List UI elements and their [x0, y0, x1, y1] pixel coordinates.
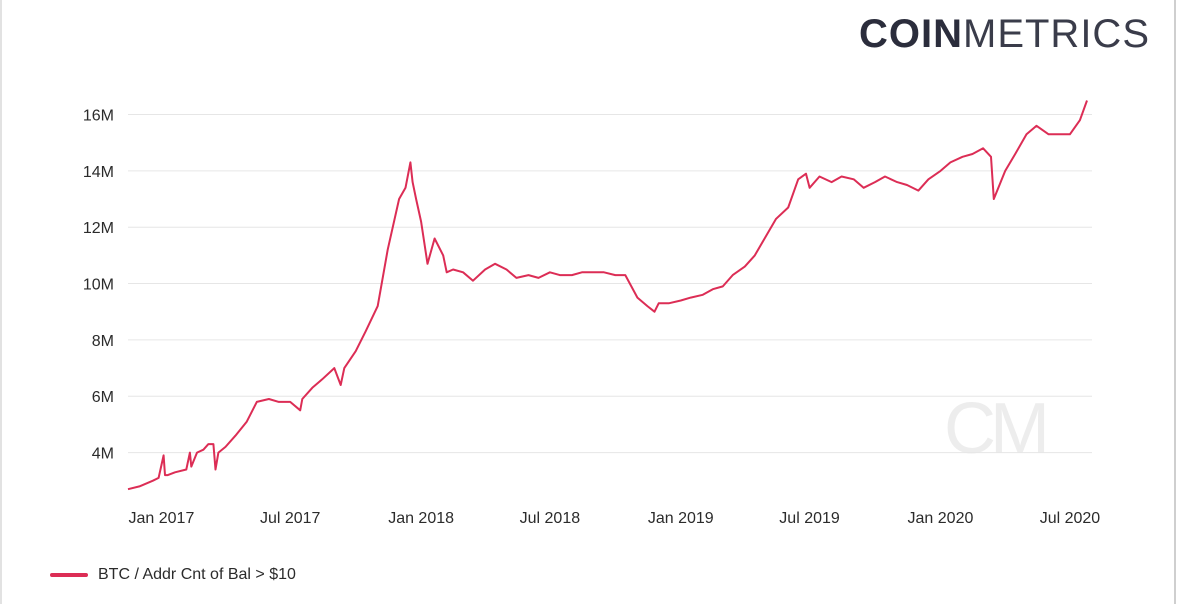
x-tick-label: Jul 2018	[520, 510, 581, 527]
coinmetrics-logo: COINMETRICS	[859, 12, 1150, 56]
legend[interactable]: BTC / Addr Cnt of Bal > $10	[50, 566, 296, 584]
y-tick-label: 12M	[83, 220, 114, 237]
x-tick-label: Jan 2020	[908, 510, 974, 527]
x-tick-label: Jan 2019	[648, 510, 714, 527]
cm-watermark: CM	[944, 389, 1050, 469]
y-tick-label: 16M	[83, 108, 114, 125]
y-tick-label: 6M	[92, 389, 114, 406]
y-tick-label: 4M	[92, 446, 114, 463]
legend-swatch	[50, 573, 88, 577]
y-tick-label: 8M	[92, 333, 114, 350]
y-tick-label: 14M	[83, 164, 114, 181]
x-tick-label: Jul 2020	[1040, 510, 1101, 527]
x-tick-label: Jan 2018	[388, 510, 454, 527]
x-tick-label: Jul 2019	[779, 510, 840, 527]
y-tick-label: 10M	[83, 277, 114, 294]
legend-label: BTC / Addr Cnt of Bal > $10	[98, 566, 296, 583]
series-line[interactable]	[127, 100, 1088, 491]
x-tick-label: Jul 2017	[260, 510, 321, 527]
x-tick-label: Jan 2017	[129, 510, 195, 527]
